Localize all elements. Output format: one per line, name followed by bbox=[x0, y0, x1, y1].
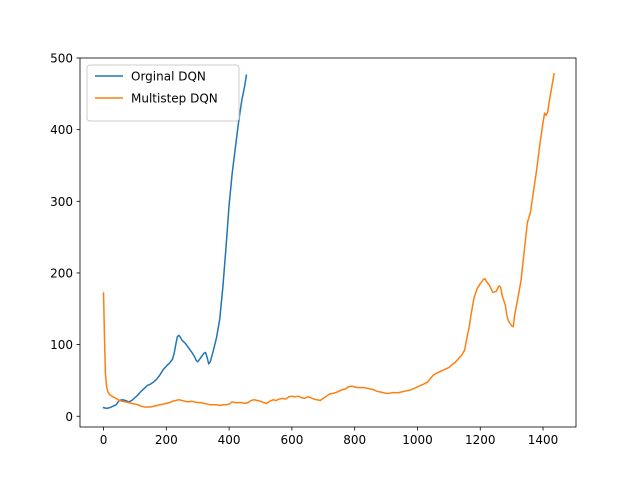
legend: Orginal DQN Multistep DQN bbox=[86, 64, 240, 122]
y-tick-label: 500 bbox=[50, 52, 73, 66]
x-axis: 0 200 400 600 800 1000 1200 1400 bbox=[100, 427, 559, 447]
y-tick-label: 0 bbox=[65, 410, 73, 424]
series-line-1 bbox=[102, 74, 248, 410]
x-tick-label: 800 bbox=[343, 433, 366, 447]
legend-items: Orginal DQN Multistep DQN bbox=[95, 70, 218, 106]
x-tick-label: 1000 bbox=[402, 433, 433, 447]
x-tick-label: 1400 bbox=[528, 433, 559, 447]
legend-label: Orginal DQN bbox=[131, 70, 206, 84]
series-layer bbox=[102, 72, 555, 410]
x-tick-label: 400 bbox=[218, 433, 241, 447]
legend-box bbox=[86, 64, 240, 122]
x-tick-label: 200 bbox=[155, 433, 178, 447]
x-tick-label: 1200 bbox=[465, 433, 496, 447]
x-tick-label: 600 bbox=[280, 433, 303, 447]
series-line-2 bbox=[102, 72, 555, 408]
y-tick-label: 200 bbox=[50, 266, 73, 280]
y-tick-label: 100 bbox=[50, 338, 73, 352]
x-tick-label: 0 bbox=[100, 433, 108, 447]
y-tick-label: 400 bbox=[50, 123, 73, 137]
y-axis: 0 100 200 300 400 500 bbox=[50, 52, 80, 424]
plot-frame bbox=[79, 57, 577, 428]
legend-label: Multistep DQN bbox=[131, 92, 218, 106]
y-tick-label: 300 bbox=[50, 195, 73, 209]
